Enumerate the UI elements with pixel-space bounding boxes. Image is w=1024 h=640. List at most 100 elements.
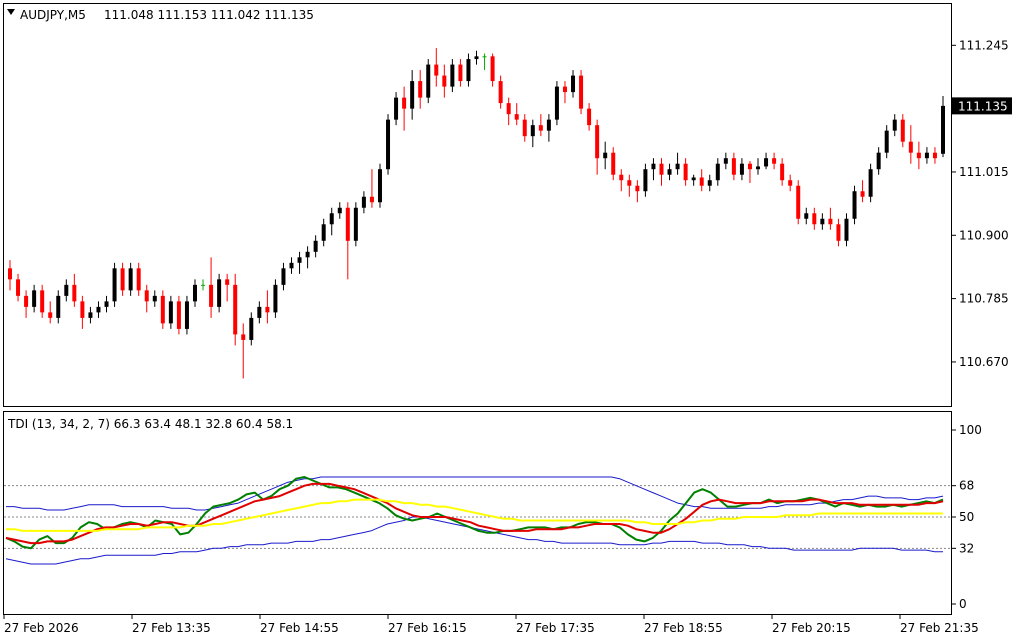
candle-body [530,125,535,137]
candle-body [699,177,704,186]
candle-body [595,125,600,159]
candle-body [176,301,181,329]
candle-body [868,169,873,197]
candle-body [40,290,45,313]
candle-body [72,284,77,302]
candle-body [587,108,592,126]
candle-body [466,59,471,82]
candle-body [707,180,712,186]
candle-body [780,163,785,181]
candle-body [128,268,133,291]
candle-body [498,81,503,104]
candle-body [796,185,801,219]
candle-body [603,152,608,159]
candle-body [321,224,326,241]
candle-body [562,86,567,93]
candle-body [683,163,688,181]
candle-body [482,56,487,58]
indicator-label: TDI (13, 34, 2, 7) 66.3 63.4 48.1 32.8 6… [7,417,293,431]
ohlc-values: 111.048 111.153 111.042 111.135 [104,8,314,22]
candle-body [96,306,101,313]
candle-body [434,64,439,76]
candle-body [924,152,929,159]
candle-body [120,268,125,291]
candle-body [538,125,543,131]
candle-body [394,97,399,120]
candle-body [860,191,865,197]
candle-body [418,81,423,98]
candle-body [643,169,648,192]
candle-body [345,207,350,241]
candle-body [402,97,407,109]
candle-body [611,152,616,175]
candle-body [24,295,29,307]
candle-body [571,75,576,93]
candle-body [426,64,431,98]
candle-body [8,268,12,280]
candle-body [506,103,511,115]
candles-layer [8,48,945,379]
symbol-label: AUDJPY,M5 [20,8,86,22]
candle-body [804,213,809,219]
candle-body [233,284,238,335]
candle-body [876,152,881,170]
triangle-down-icon[interactable] [7,9,15,15]
price-tick-label: 111.245 [959,38,1009,52]
candle-body [152,295,157,302]
axes-layer: 111.245 111.015 110.900 110.785 110.670 100 68… [3,38,1009,635]
candle-body [88,312,93,318]
candle-body [16,279,21,296]
tdi-tick-label: 50 [959,510,974,524]
tdi-tick-label: 68 [959,479,974,493]
candle-body [313,240,318,252]
candle-body [32,290,37,307]
time-tick-label: 27 Feb 18:55 [644,621,723,635]
candle-body [217,279,222,307]
candle-body [112,268,117,302]
candle-body [490,56,495,82]
candle-body [474,56,479,60]
candle-body [900,119,905,142]
tdi-tick-label: 0 [959,597,967,611]
candle-body [442,75,447,87]
candle-body [386,119,391,170]
candle-body [377,169,382,203]
candle-body [772,158,777,164]
candle-body [104,301,109,307]
candle-body [941,105,945,154]
candle-body [192,284,197,302]
candle-body [554,86,559,120]
tdi-series-line [6,498,943,532]
price-tick-label: 110.900 [959,228,1009,242]
candle-body [739,163,744,175]
candle-body [337,207,342,214]
candle-body [836,224,841,241]
candle-body [852,191,857,219]
time-tick-label: 27 Feb 17:35 [516,621,595,635]
candle-body [369,196,374,203]
candle-body [619,174,624,181]
candle-body [916,152,921,159]
candle-body [932,152,937,159]
candle-body [201,284,206,286]
candle-body [281,268,286,285]
candle-body [667,169,672,175]
candle-body [884,130,889,153]
candle-body [273,284,278,313]
candle-body [820,218,825,225]
current-price-value: 111.135 [958,99,1008,113]
tdi-tick-label: 100 [959,423,982,437]
candle-body [257,306,262,318]
candle-body [764,158,769,167]
candle-body [168,301,173,324]
candle-body [136,268,141,291]
price-pane-frame [3,3,952,407]
time-tick-label: 27 Feb 2026 [4,621,79,635]
candle-body [209,284,214,307]
candle-body [514,114,519,120]
candle-body [241,334,246,340]
tdi-series-line [6,476,944,511]
candle-body [691,177,696,181]
candle-body [828,218,833,225]
